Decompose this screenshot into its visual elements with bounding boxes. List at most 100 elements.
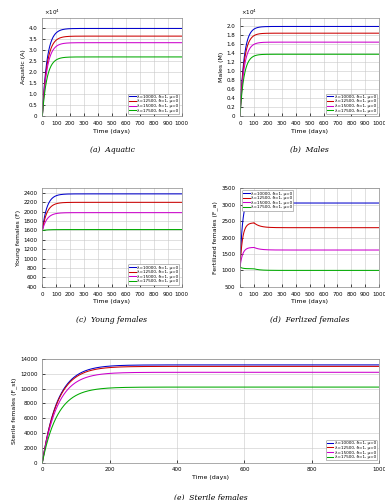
λ=15000, δ=1, μ=0 (291, 247, 296, 253)
λ=17500, δ=1, μ=0 (176, 226, 181, 232)
λ=10000, δ=1, μ=0 (94, 26, 98, 32)
λ=12500, δ=1, μ=0 (162, 33, 166, 39)
λ=15000, δ=1, μ=0 (184, 370, 188, 376)
Line: λ=12500, δ=1, μ=0: λ=12500, δ=1, μ=0 (240, 33, 379, 116)
λ=10000, δ=1, μ=0 (40, 460, 45, 466)
λ=15000, δ=1, μ=0 (252, 244, 256, 250)
λ=12500, δ=1, μ=0 (184, 364, 188, 370)
λ=15000, δ=1, μ=0 (262, 246, 266, 252)
Line: λ=17500, δ=1, μ=0: λ=17500, δ=1, μ=0 (42, 57, 182, 116)
Text: $\times10^4$: $\times10^4$ (241, 7, 257, 16)
Line: λ=15000, δ=1, μ=0: λ=15000, δ=1, μ=0 (42, 212, 182, 230)
λ=12500, δ=1, μ=0 (40, 460, 45, 466)
λ=17500, δ=1, μ=0 (169, 384, 174, 390)
λ=10000, δ=1, μ=0 (40, 113, 45, 119)
λ=17500, δ=1, μ=0 (297, 268, 302, 274)
λ=10000, δ=1, μ=0 (238, 264, 242, 270)
λ=10000, δ=1, μ=0 (377, 24, 382, 30)
λ=17500, δ=1, μ=0 (262, 52, 266, 58)
λ=15000, δ=1, μ=0 (297, 247, 302, 253)
λ=15000, δ=1, μ=0 (376, 39, 381, 45)
λ=15000, δ=1, μ=0 (179, 210, 184, 216)
λ=12500, δ=1, μ=0 (377, 30, 381, 36)
λ=10000, δ=1, μ=0 (370, 362, 375, 368)
λ=17500, δ=1, μ=0 (40, 113, 45, 119)
λ=10000, δ=1, μ=0 (291, 200, 296, 206)
λ=12500, δ=1, μ=0 (370, 364, 375, 370)
X-axis label: Time (days): Time (days) (291, 300, 328, 304)
λ=12500, δ=1, μ=0 (40, 228, 45, 234)
Text: (a)  Aquatic: (a) Aquatic (90, 146, 134, 154)
λ=12500, δ=1, μ=0 (254, 221, 258, 227)
λ=10000, δ=1, μ=0 (94, 191, 98, 197)
λ=12500, δ=1, μ=0 (64, 34, 69, 40)
λ=10000, δ=1, μ=0 (252, 195, 256, 201)
λ=12500, δ=1, μ=0 (291, 30, 296, 36)
λ=10000, δ=1, μ=0 (377, 24, 382, 30)
λ=10000, δ=1, μ=0 (374, 24, 379, 30)
λ=17500, δ=1, μ=0 (377, 268, 382, 274)
λ=12500, δ=1, μ=0 (169, 364, 174, 370)
λ=15000, δ=1, μ=0 (377, 370, 382, 376)
λ=17500, δ=1, μ=0 (254, 266, 258, 272)
λ=12500, δ=1, μ=0 (56, 200, 60, 206)
λ=15000, δ=1, μ=0 (169, 370, 174, 376)
Text: (e)  Sterile females: (e) Sterile females (174, 494, 248, 500)
λ=12500, δ=1, μ=0 (79, 371, 83, 377)
λ=10000, δ=1, μ=0 (169, 362, 174, 368)
λ=15000, δ=1, μ=0 (40, 113, 45, 119)
Legend: λ=10000, δ=1, μ=0, λ=12500, δ=1, μ=0, λ=15000, δ=1, μ=0, λ=17500, δ=1, μ=0: λ=10000, δ=1, μ=0, λ=12500, δ=1, μ=0, λ=… (326, 440, 377, 460)
λ=17500, δ=1, μ=0 (374, 51, 379, 57)
Y-axis label: Aquatic (A): Aquatic (A) (21, 50, 26, 84)
λ=12500, δ=1, μ=0 (162, 200, 166, 205)
λ=17500, δ=1, μ=0 (359, 51, 364, 57)
λ=10000, δ=1, μ=0 (64, 191, 69, 197)
λ=17500, δ=1, μ=0 (254, 52, 258, 59)
λ=15000, δ=1, μ=0 (64, 40, 69, 46)
Line: λ=10000, δ=1, μ=0: λ=10000, δ=1, μ=0 (42, 365, 379, 462)
λ=10000, δ=1, μ=0 (40, 228, 45, 234)
Y-axis label: Young females (F): Young females (F) (16, 210, 21, 266)
λ=10000, δ=1, μ=0 (79, 370, 83, 376)
λ=15000, δ=1, μ=0 (176, 40, 181, 46)
λ=12500, δ=1, μ=0 (238, 264, 242, 270)
λ=15000, δ=1, μ=0 (40, 228, 45, 234)
Y-axis label: Fertilized females (F_a): Fertilized females (F_a) (213, 201, 218, 274)
λ=12500, δ=1, μ=0 (99, 200, 104, 205)
Line: λ=15000, δ=1, μ=0: λ=15000, δ=1, μ=0 (240, 42, 379, 116)
λ=17500, δ=1, μ=0 (162, 54, 166, 60)
λ=10000, δ=1, μ=0 (262, 200, 266, 205)
Legend: λ=10000, δ=1, μ=0, λ=12500, δ=1, μ=0, λ=15000, δ=1, μ=0, λ=17500, δ=1, μ=0: λ=10000, δ=1, μ=0, λ=12500, δ=1, μ=0, λ=… (128, 264, 179, 284)
Line: λ=17500, δ=1, μ=0: λ=17500, δ=1, μ=0 (42, 387, 379, 462)
X-axis label: Time (days): Time (days) (192, 475, 229, 480)
Line: λ=17500, δ=1, μ=0: λ=17500, δ=1, μ=0 (240, 54, 379, 116)
λ=12500, δ=1, μ=0 (176, 33, 181, 39)
λ=17500, δ=1, μ=0 (56, 56, 60, 62)
Line: λ=15000, δ=1, μ=0: λ=15000, δ=1, μ=0 (42, 42, 182, 116)
Y-axis label: Sterile females (F_st): Sterile females (F_st) (12, 378, 17, 444)
λ=15000, δ=1, μ=0 (254, 245, 258, 251)
λ=15000, δ=1, μ=0 (238, 264, 242, 270)
λ=12500, δ=1, μ=0 (238, 113, 242, 119)
Legend: λ=10000, δ=1, μ=0, λ=12500, δ=1, μ=0, λ=15000, δ=1, μ=0, λ=17500, δ=1, μ=0: λ=10000, δ=1, μ=0, λ=12500, δ=1, μ=0, λ=… (242, 190, 293, 210)
λ=17500, δ=1, μ=0 (238, 113, 242, 119)
Line: λ=12500, δ=1, μ=0: λ=12500, δ=1, μ=0 (42, 366, 379, 462)
λ=15000, δ=1, μ=0 (179, 40, 184, 46)
λ=17500, δ=1, μ=0 (56, 226, 60, 232)
λ=12500, δ=1, μ=0 (64, 200, 69, 205)
λ=12500, δ=1, μ=0 (359, 224, 364, 230)
λ=15000, δ=1, μ=0 (94, 40, 98, 46)
Line: λ=12500, δ=1, μ=0: λ=12500, δ=1, μ=0 (240, 223, 379, 267)
Line: λ=12500, δ=1, μ=0: λ=12500, δ=1, μ=0 (42, 36, 182, 116)
λ=12500, δ=1, μ=0 (262, 30, 266, 36)
λ=15000, δ=1, μ=0 (162, 210, 166, 216)
λ=15000, δ=1, μ=0 (238, 113, 242, 119)
λ=10000, δ=1, μ=0 (99, 26, 104, 32)
Text: (c)  Young females: (c) Young females (77, 316, 147, 324)
Line: λ=10000, δ=1, μ=0: λ=10000, δ=1, μ=0 (240, 198, 379, 267)
λ=17500, δ=1, μ=0 (377, 384, 382, 390)
X-axis label: Time (days): Time (days) (94, 300, 131, 304)
λ=10000, δ=1, μ=0 (377, 200, 382, 206)
λ=12500, δ=1, μ=0 (297, 30, 302, 36)
λ=15000, δ=1, μ=0 (359, 39, 364, 45)
